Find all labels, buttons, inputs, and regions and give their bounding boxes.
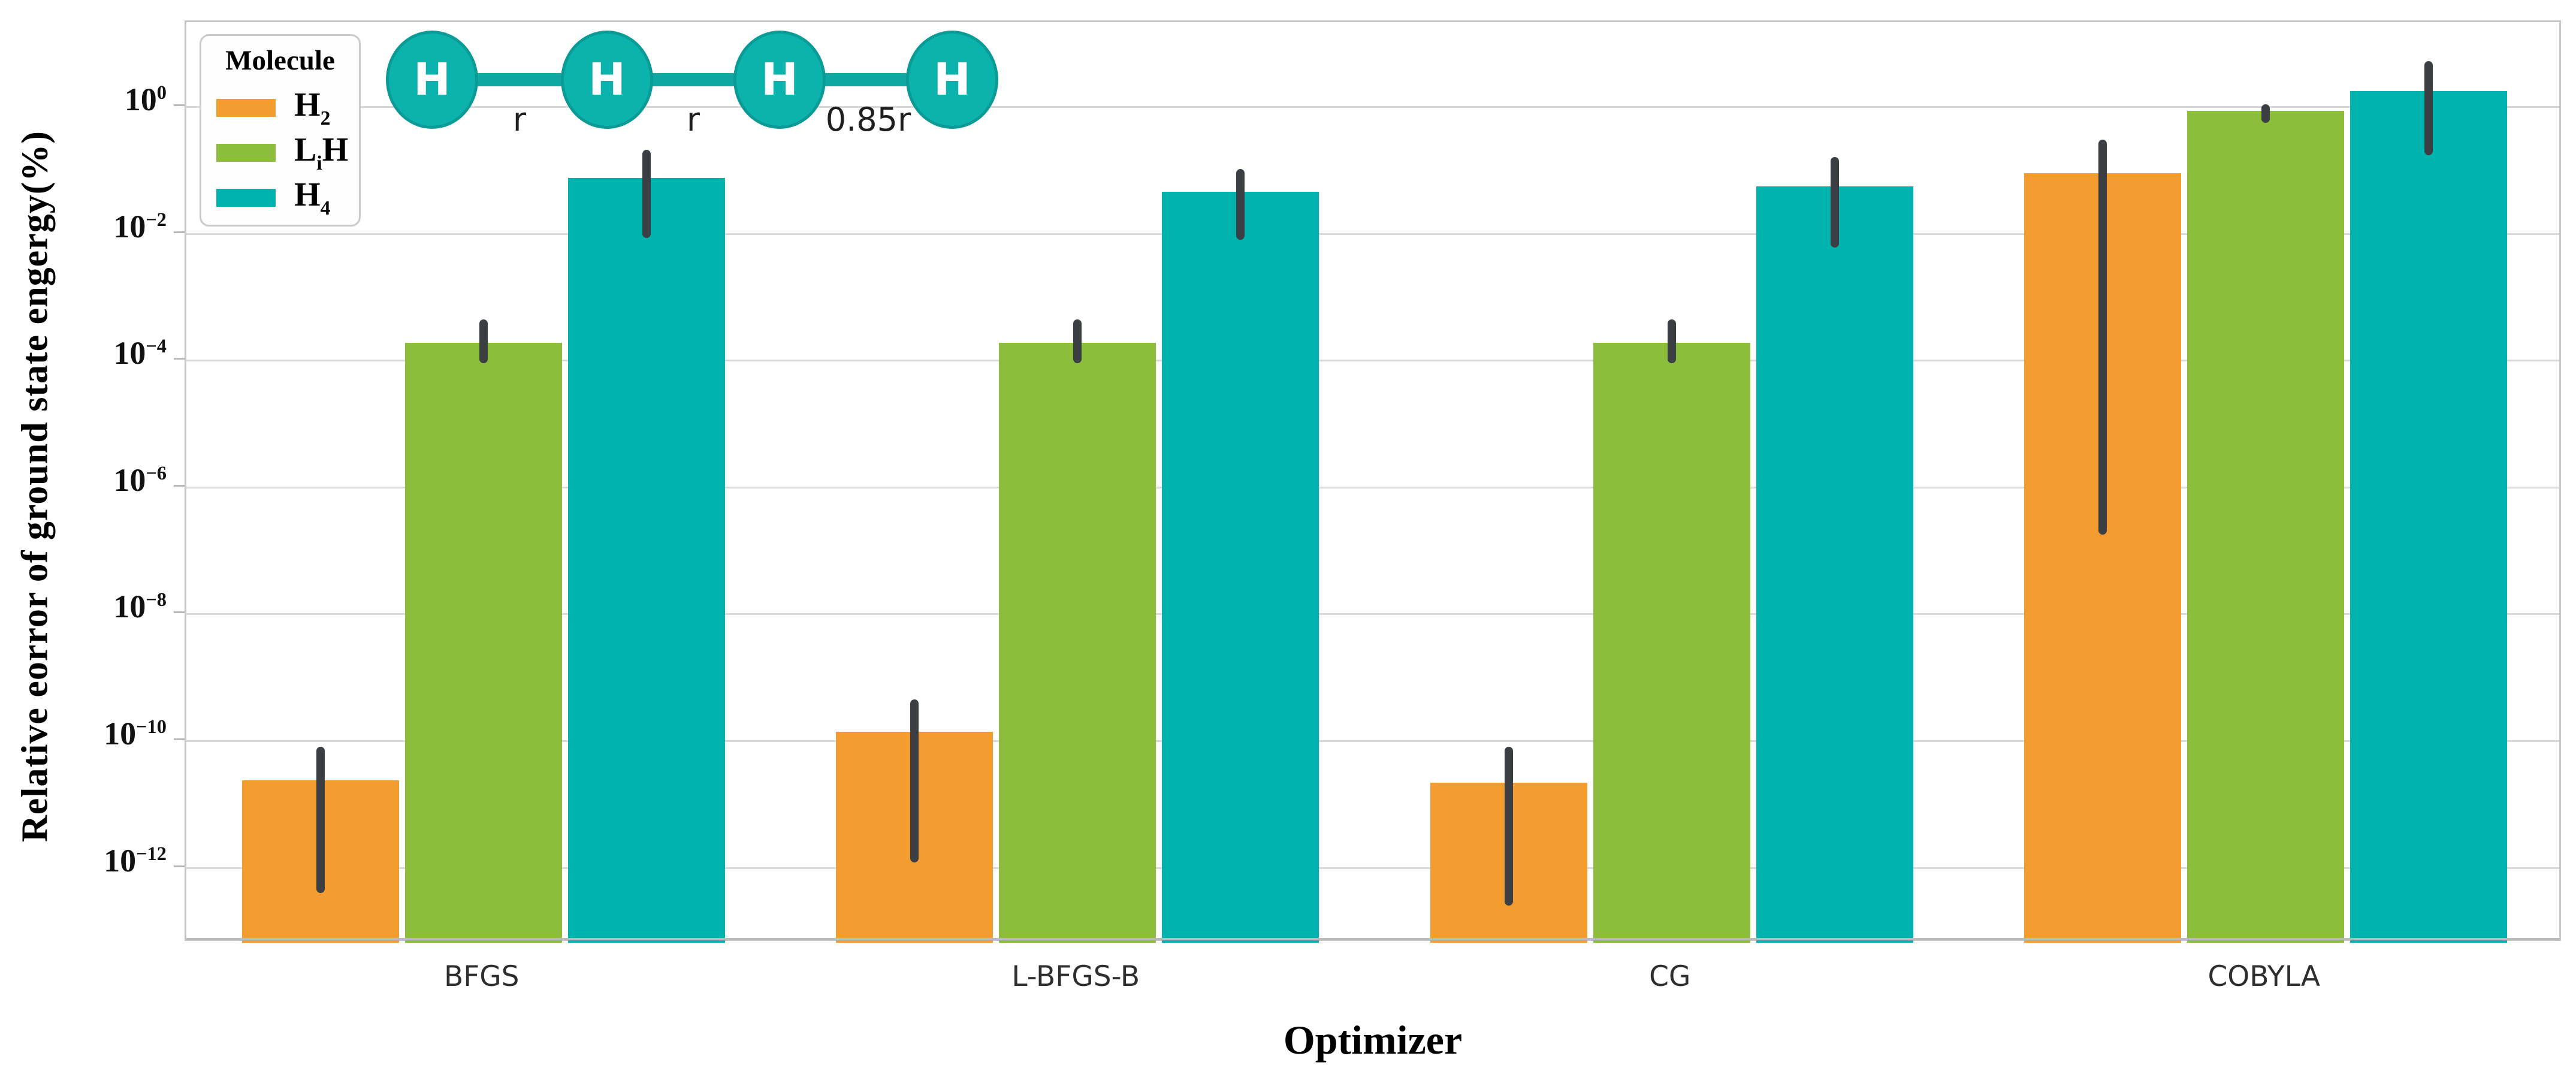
y-tick-mark <box>174 104 185 106</box>
y-tick-mark <box>174 231 185 233</box>
error-bar-H2-L-BFGS-B <box>910 699 919 863</box>
y-tick-mark <box>174 738 185 740</box>
error-bar-H2-BFGS <box>316 747 325 893</box>
atom-circle: H <box>386 31 478 129</box>
gridline <box>186 233 2559 235</box>
error-bar-H4-COBYLA <box>2424 61 2433 156</box>
gridline <box>186 613 2559 616</box>
y-tick-label: 10−8 <box>113 589 167 625</box>
error-bar-H4-BFGS <box>642 149 651 239</box>
bar-LiH-L-BFGS-B <box>999 342 1156 943</box>
error-bar-LiH-BFGS <box>479 319 488 364</box>
y-tick-label: 100 <box>124 82 167 117</box>
bond-length-label: r <box>512 101 527 138</box>
legend-swatch-H4 <box>216 189 276 207</box>
gridline <box>186 106 2559 108</box>
y-tick-mark <box>174 611 185 614</box>
bar-LiH-COBYLA <box>2187 111 2345 943</box>
y-tick-mark <box>174 484 185 487</box>
legend-swatch-H2 <box>216 99 276 117</box>
bar-H4-L-BFGS-B <box>1162 192 1319 943</box>
y-tick-label: 10−12 <box>104 842 167 879</box>
error-bar-H4-L-BFGS-B <box>1236 168 1245 240</box>
gridline <box>186 740 2559 742</box>
error-bar-LiH-CG <box>1667 319 1676 364</box>
error-bar-H2-CG <box>1504 747 1513 906</box>
bond-length-label: r <box>686 101 700 138</box>
error-bar-LiH-L-BFGS-B <box>1073 319 1082 364</box>
legend-item-label: H2 <box>294 86 331 130</box>
atom-circle: H <box>906 31 998 129</box>
x-tick-label-BFGS: BFGS <box>443 960 520 993</box>
legend-box: Molecule H2 LiH H4 <box>200 34 361 227</box>
legend-item-label: H4 <box>294 176 331 220</box>
y-tick-mark <box>174 865 185 867</box>
plot-area <box>185 20 2561 943</box>
atom-circle: H <box>733 31 826 129</box>
bar-LiH-CG <box>1593 342 1750 943</box>
x-tick-label-CG: CG <box>1649 960 1691 993</box>
x-tick-label-COBYLA: COBYLA <box>2207 960 2321 993</box>
gridline <box>186 867 2559 869</box>
bar-H4-BFGS <box>567 178 725 943</box>
y-axis-title: Relative eorror of ground state engergy(… <box>14 131 56 843</box>
bond-length-label: 0.85r <box>825 101 911 138</box>
x-axis-line <box>186 938 2559 940</box>
error-bar-H2-COBYLA <box>2098 140 2107 535</box>
x-axis-title: Optimizer <box>1283 1017 1463 1063</box>
bar-H4-COBYLA <box>2350 91 2508 943</box>
atom-circle: H <box>561 31 653 129</box>
y-tick-label: 10−10 <box>104 716 167 752</box>
legend-title: Molecule <box>225 45 335 76</box>
bar-H4-CG <box>1756 186 1913 943</box>
gridline <box>186 486 2559 488</box>
error-bar-LiH-COBYLA <box>2261 104 2270 123</box>
legend-swatch-LiH <box>216 144 276 162</box>
legend-item-label: LiH <box>294 131 349 175</box>
y-tick-mark <box>174 358 185 360</box>
x-tick-label-L-BFGS-B: L-BFGS-B <box>1011 960 1140 993</box>
bar-LiH-BFGS <box>404 342 562 943</box>
gridline <box>186 360 2559 362</box>
error-bar-H4-CG <box>1830 157 1839 248</box>
y-tick-label: 10−2 <box>113 208 167 245</box>
y-tick-label: 10−4 <box>113 335 167 372</box>
y-tick-label: 10−6 <box>113 461 167 498</box>
